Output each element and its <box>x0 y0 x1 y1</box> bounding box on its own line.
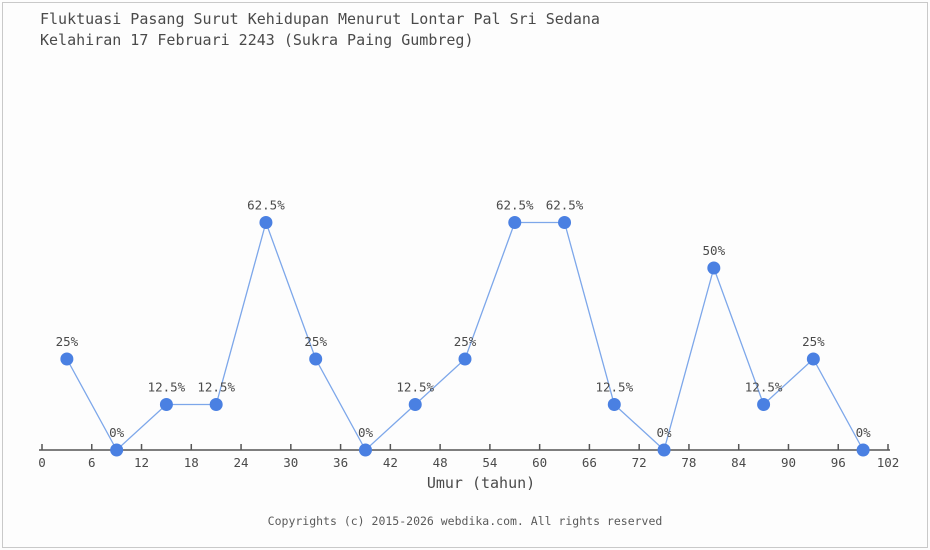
data-point-marker <box>60 352 74 366</box>
data-point-label: 62.5% <box>546 198 584 213</box>
data-point-marker <box>159 398 173 411</box>
x-axis-tick-label: 78 <box>681 455 696 470</box>
data-point-label: 25% <box>454 334 477 349</box>
data-point-marker <box>806 352 820 366</box>
data-point-label: 12.5% <box>595 380 633 395</box>
data-point-label: 25% <box>304 334 327 349</box>
data-point-marker <box>209 398 223 411</box>
chart-title: Fluktuasi Pasang Surut Kehidupan Menurut… <box>40 9 600 51</box>
x-axis-tick-label: 6 <box>88 455 96 470</box>
data-point-marker <box>707 261 721 275</box>
x-axis-tick-label: 60 <box>532 455 547 470</box>
data-point-label: 62.5% <box>247 198 285 213</box>
data-point-label: 0% <box>109 425 125 440</box>
data-point-label: 12.5% <box>197 380 235 395</box>
x-axis-tick-label: 48 <box>433 455 448 470</box>
data-point-marker <box>408 398 422 411</box>
x-axis-tick-label: 18 <box>184 455 199 470</box>
data-point-label: 0% <box>856 425 872 440</box>
data-point-marker <box>607 398 621 411</box>
x-axis-tick-label: 42 <box>383 455 398 470</box>
data-point-marker <box>558 216 572 229</box>
data-point-label: 0% <box>358 425 374 440</box>
x-axis-tick-label: 84 <box>731 455 746 470</box>
x-axis-tick-label: 30 <box>283 455 298 470</box>
data-point-label: 12.5% <box>396 380 434 395</box>
data-point-marker <box>309 352 323 366</box>
x-axis-tick-label: 12 <box>134 455 149 470</box>
data-point-marker <box>458 352 472 366</box>
data-point-marker <box>358 443 372 457</box>
data-point-label: 12.5% <box>148 380 186 395</box>
x-axis-tick-label: 102 <box>877 455 900 470</box>
x-axis-tick-label: 0 <box>38 455 46 470</box>
data-point-marker <box>856 443 870 457</box>
chart-title-line1: Fluktuasi Pasang Surut Kehidupan Menurut… <box>40 10 600 28</box>
x-axis-tick-label: 54 <box>482 455 497 470</box>
data-point-label: 25% <box>56 334 79 349</box>
data-point-marker <box>508 216 522 229</box>
data-point-label: 25% <box>802 334 825 349</box>
data-point-label: 50% <box>703 243 726 258</box>
copyright-text: Copyrights (c) 2015-2026 webdika.com. Al… <box>267 514 663 528</box>
x-axis-tick-label: 90 <box>781 455 796 470</box>
data-point-label: 0% <box>657 425 673 440</box>
x-axis-tick-label: 66 <box>582 455 597 470</box>
data-point-label: 62.5% <box>496 198 534 213</box>
data-point-marker <box>657 443 671 457</box>
data-point-marker <box>757 398 771 411</box>
chart-title-line2: Kelahiran 17 Februari 2243 (Sukra Paing … <box>40 31 474 49</box>
x-axis-tick-label: 96 <box>831 455 846 470</box>
x-axis-title: Umur (tahun) <box>426 474 536 492</box>
data-point-marker <box>259 216 273 229</box>
x-axis-tick-label: 36 <box>333 455 348 470</box>
x-axis-tick-label: 72 <box>632 455 647 470</box>
data-point-marker <box>110 443 124 457</box>
data-point-label: 12.5% <box>745 380 783 395</box>
x-axis-tick-label: 24 <box>234 455 249 470</box>
